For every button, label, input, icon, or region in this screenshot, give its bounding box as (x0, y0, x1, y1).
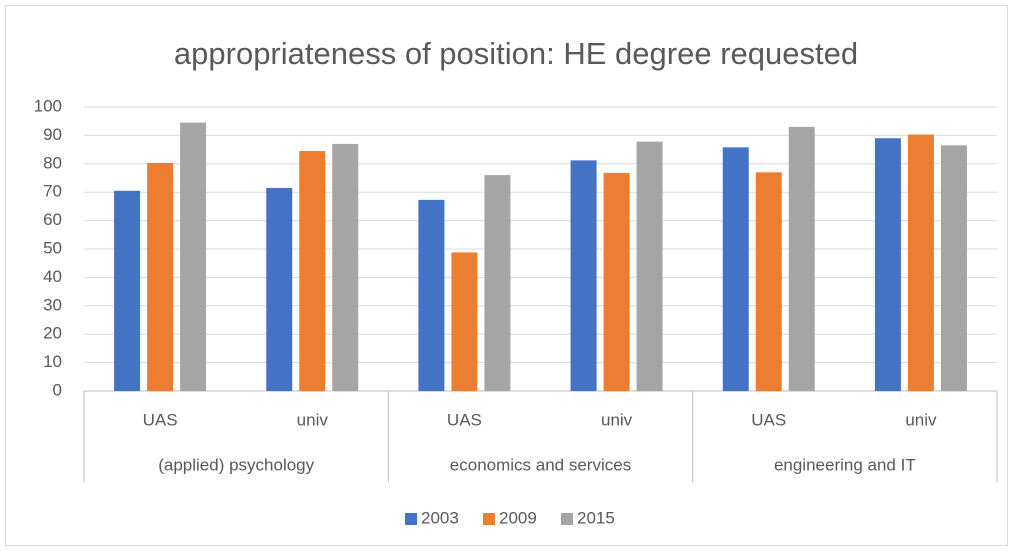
bar (874, 138, 901, 391)
bar (418, 199, 445, 391)
group-label: (applied) psychology (158, 455, 314, 474)
chart-title: appropriateness of position: HE degree r… (174, 36, 858, 71)
x-tick-label: UAS (447, 410, 482, 429)
legend-swatch (405, 513, 417, 525)
x-tick-label: univ (905, 410, 937, 429)
bar (788, 126, 815, 391)
y-tick-label: 90 (43, 125, 62, 144)
bar (755, 172, 782, 391)
bar (570, 160, 597, 391)
x-tick-label: univ (601, 410, 633, 429)
bar (147, 162, 174, 391)
bar (484, 175, 511, 391)
bar (940, 145, 967, 391)
y-tick-label: 40 (43, 267, 62, 286)
y-tick-label: 20 (43, 324, 62, 343)
group-label: economics and services (450, 455, 631, 474)
bar (299, 151, 326, 391)
bar (603, 172, 630, 391)
bar (722, 147, 749, 391)
bar (180, 122, 207, 392)
bar (451, 252, 478, 391)
bar (266, 187, 293, 391)
y-tick-label: 30 (43, 295, 62, 314)
y-tick-label: 0 (53, 380, 62, 399)
y-tick-label: 10 (43, 352, 62, 371)
legend-label: 2015 (577, 508, 615, 527)
bar (907, 134, 934, 391)
legend-label: 2009 (499, 508, 537, 527)
x-tick-label: UAS (143, 410, 178, 429)
bar (332, 143, 359, 391)
y-tick-label: 60 (43, 210, 62, 229)
y-tick-label: 100 (34, 96, 62, 115)
legend-swatch (561, 513, 573, 525)
y-tick-label: 50 (43, 238, 62, 257)
group-label: engineering and IT (774, 455, 916, 474)
y-tick-label: 70 (43, 182, 62, 201)
legend-swatch (483, 513, 495, 525)
x-tick-label: univ (297, 410, 329, 429)
legend-label: 2003 (421, 508, 459, 527)
y-tick-label: 80 (43, 153, 62, 172)
bar (636, 141, 663, 391)
bar (114, 190, 141, 391)
x-tick-label: UAS (751, 410, 786, 429)
